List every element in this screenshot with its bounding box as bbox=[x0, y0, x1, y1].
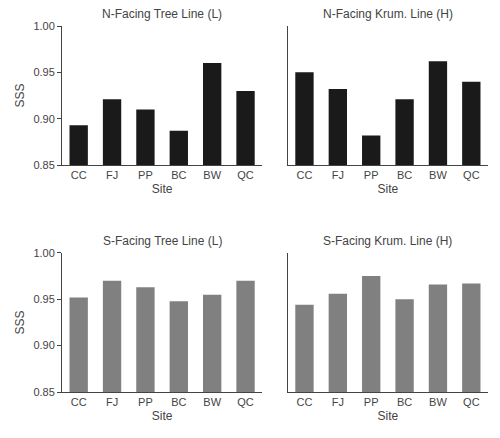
svg-text:Site: Site bbox=[378, 182, 399, 196]
svg-text:1.00: 1.00 bbox=[33, 20, 54, 32]
svg-text:CC: CC bbox=[297, 169, 313, 181]
svg-text:CC: CC bbox=[71, 396, 87, 408]
svg-text:Site: Site bbox=[152, 409, 173, 423]
svg-text:BW: BW bbox=[203, 169, 221, 181]
svg-text:0.85: 0.85 bbox=[33, 386, 54, 398]
svg-text:Site: Site bbox=[378, 409, 399, 423]
svg-text:QC: QC bbox=[237, 396, 254, 408]
svg-text:S-Facing Tree Line (L): S-Facing Tree Line (L) bbox=[103, 234, 222, 248]
svg-text:QC: QC bbox=[463, 396, 480, 408]
svg-text:QC: QC bbox=[237, 169, 254, 181]
svg-text:BC: BC bbox=[397, 396, 412, 408]
svg-text:0.95: 0.95 bbox=[33, 66, 54, 78]
svg-text:PP: PP bbox=[364, 169, 379, 181]
svg-text:BW: BW bbox=[429, 396, 447, 408]
svg-text:BW: BW bbox=[429, 169, 447, 181]
svg-text:BC: BC bbox=[171, 396, 186, 408]
svg-text:Site: Site bbox=[152, 182, 173, 196]
svg-text:0.90: 0.90 bbox=[33, 113, 54, 125]
svg-text:N-Facing Krum. Line (H): N-Facing Krum. Line (H) bbox=[323, 7, 453, 21]
svg-text:0.95: 0.95 bbox=[33, 293, 54, 305]
svg-text:BC: BC bbox=[397, 169, 412, 181]
svg-text:PP: PP bbox=[138, 396, 153, 408]
svg-text:SSS: SSS bbox=[13, 84, 27, 108]
svg-text:FJ: FJ bbox=[106, 396, 118, 408]
svg-text:FJ: FJ bbox=[332, 396, 344, 408]
svg-text:FJ: FJ bbox=[332, 169, 344, 181]
svg-text:BC: BC bbox=[171, 169, 186, 181]
svg-text:1.00: 1.00 bbox=[33, 247, 54, 259]
svg-text:S-Facing Krum. Line (H): S-Facing Krum. Line (H) bbox=[323, 234, 452, 248]
svg-text:CC: CC bbox=[297, 396, 313, 408]
svg-text:FJ: FJ bbox=[106, 169, 118, 181]
svg-text:SSS: SSS bbox=[13, 310, 27, 334]
svg-text:0.85: 0.85 bbox=[33, 159, 54, 171]
svg-text:CC: CC bbox=[71, 169, 87, 181]
svg-text:BW: BW bbox=[203, 396, 221, 408]
svg-text:PP: PP bbox=[364, 396, 379, 408]
svg-text:N-Facing Tree Line (L): N-Facing Tree Line (L) bbox=[102, 7, 222, 21]
svg-text:PP: PP bbox=[138, 169, 153, 181]
svg-text:QC: QC bbox=[463, 169, 480, 181]
svg-text:0.90: 0.90 bbox=[33, 339, 54, 351]
